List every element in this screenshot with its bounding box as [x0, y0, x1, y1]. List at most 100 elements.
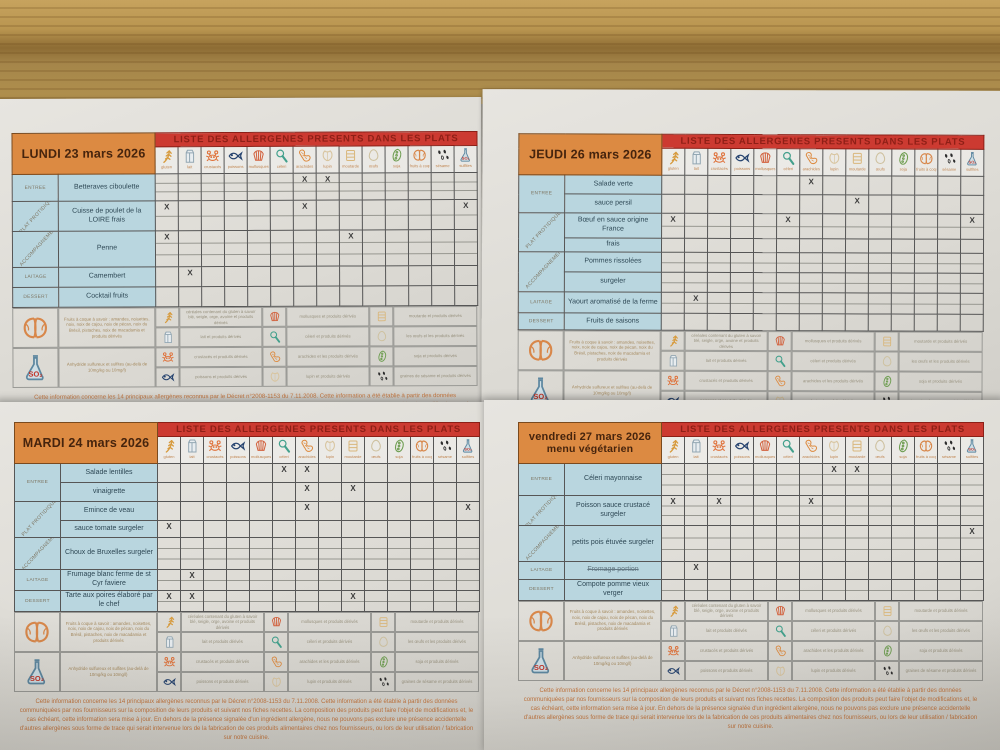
allergen-mark-cell: [707, 213, 731, 239]
allergen-mark-cell: [822, 292, 846, 314]
legend-item-text: arachides et les produits dérivés: [791, 371, 875, 392]
allergen-mark-cell: [224, 266, 248, 287]
allergen-column-header: gluten: [661, 148, 685, 176]
peanut-icon: [264, 652, 288, 672]
allergen-mark-cell: [753, 561, 778, 580]
allergen-mark-cell: [180, 463, 204, 483]
allergen-mark-cell: [684, 194, 708, 214]
sesame-icon: [875, 660, 899, 681]
allergen-table: JEUDI 26 mars 2026 LISTE DES ALLERGENES P…: [518, 133, 985, 332]
allergen-mark-cell: [247, 173, 271, 201]
allergen-mark-cell: [249, 590, 273, 612]
dish-cell: Bœuf en sauce origine France: [564, 212, 662, 239]
allergen-column-header: crustacés: [707, 436, 732, 464]
allergen-label: céleri: [279, 454, 289, 459]
legend-item-text: céréales contenant du gluten à savoir bl…: [179, 306, 263, 328]
allergen-mark-cell: [753, 272, 777, 293]
allergen-mark-cell: [753, 238, 777, 253]
allergen-label: moutarde: [344, 454, 362, 459]
lupin-icon: [318, 148, 338, 164]
allergen-mark-cell: [387, 501, 411, 521]
allergen-mark-cell: [661, 272, 685, 293]
allergen-mark-cell: [684, 213, 708, 239]
allergen-mark-cell: [661, 175, 685, 195]
allergen-mark-cell: [410, 569, 434, 591]
allergen-mark-cell: [180, 537, 204, 570]
allergen-label: fruits à coque: [916, 454, 936, 459]
allergen-mark-cell: [868, 238, 892, 254]
allergen-label: fruits à coque: [412, 454, 432, 459]
wheat-icon: [157, 148, 177, 164]
allergen-mark-cell: [822, 252, 846, 273]
allergen-mark-cell: [730, 272, 754, 293]
sulfites-legend-text: Anhydride sulfureux et sulfites (au-delà…: [564, 640, 661, 681]
allergen-column-header: mollusques: [753, 436, 778, 464]
allergen-mark-cell: [270, 230, 294, 267]
allergen-mark-cell: [201, 200, 225, 231]
dish-cell: Céleri mayonnaise: [563, 463, 663, 496]
allergen-mark-cell: X: [180, 590, 204, 612]
allergen-mark-cell: [960, 561, 985, 580]
sulfites-icon: SO₂: [456, 147, 476, 163]
shell-icon: [262, 306, 287, 327]
allergen-mark-cell: [868, 175, 892, 196]
legend-item-text: moutarde et produits dérivés: [395, 612, 479, 632]
day-subtitle: menu végétarien: [546, 443, 634, 455]
allergen-column-header: sésame: [433, 436, 457, 464]
egg-icon: [874, 351, 899, 372]
category-cell: PLAT PROTIDIQUE: [518, 495, 565, 526]
dish-cell: Compote pomme vieux verger: [563, 579, 663, 601]
allergen-label: sésame: [942, 454, 957, 459]
nuts-icon: [412, 438, 432, 454]
allergen-mark-cell: [364, 463, 388, 483]
allergen-mark-cell: [157, 463, 181, 483]
allergen-column-header: arachides: [293, 146, 317, 174]
allergen-mark-cell: [272, 569, 296, 591]
allergen-mark-cell: [249, 463, 273, 483]
allergen-mark-cell: X: [155, 230, 179, 267]
legend-item-text: lait et produits dérivés: [181, 632, 264, 652]
allergen-label: gluten: [161, 164, 173, 170]
list-title: LISTE DES ALLERGENES PRESENTS DANS LES P…: [661, 134, 984, 150]
legend-item-text: céréales contenant du gluten à savoir bl…: [684, 330, 768, 352]
allergen-mark-cell: [684, 252, 708, 273]
allergen-mark-cell: [960, 463, 985, 496]
allergen-mark-cell: [318, 501, 342, 521]
svg-text:SO₂: SO₂: [30, 674, 44, 683]
allergen-legend: Fruits à coque à savoir : amandes, noise…: [517, 330, 983, 411]
allergen-mark-cell: [455, 537, 481, 570]
allergen-mark-cell: X: [180, 569, 204, 591]
allergen-mark-cell: [684, 525, 709, 562]
list-title: LISTE DES ALLERGENES PRESENTS DANS LES P…: [154, 131, 478, 147]
allergen-mark-cell: [937, 273, 961, 294]
allergen-column-header: soja: [891, 436, 916, 464]
allergen-label: mollusques: [755, 166, 776, 172]
sesame-icon: [435, 438, 455, 454]
allergen-mark-cell: [684, 463, 709, 496]
dish-cell: Choux de Bruxelles surgeler: [60, 537, 158, 570]
allergen-label: moutarde: [848, 166, 866, 172]
allergen-label: poissons: [734, 454, 750, 459]
category-cell: ENTREE: [518, 463, 565, 496]
allergen-mark-cell: [960, 314, 984, 332]
peanut-icon: [295, 148, 315, 164]
allergen-column-header: lait: [178, 146, 202, 174]
allergen-mark-cell: X: [157, 590, 181, 612]
crab-icon: [661, 640, 685, 661]
allergen-column-header: lupin: [822, 436, 847, 464]
allergen-column-header: arachides: [295, 436, 319, 464]
allergen-mark-cell: [364, 590, 388, 612]
allergen-column-header: moutarde: [845, 436, 870, 464]
allergen-mark-cell: [341, 520, 365, 538]
allergen-mark-cell: [661, 252, 685, 273]
mustard-icon: [341, 147, 361, 163]
allergen-mark-cell: [157, 501, 181, 521]
allergen-mark-cell: [270, 286, 294, 307]
crab-icon: [205, 438, 225, 454]
allergen-mark-cell: [387, 537, 411, 570]
allergen-mark-cell: [247, 230, 271, 267]
lupin-icon: [768, 660, 792, 681]
allergen-label: céleri: [783, 166, 794, 172]
svg-text:SO₂: SO₂: [968, 447, 976, 452]
legend-item-text: céleri et produits dérivés: [791, 351, 875, 372]
